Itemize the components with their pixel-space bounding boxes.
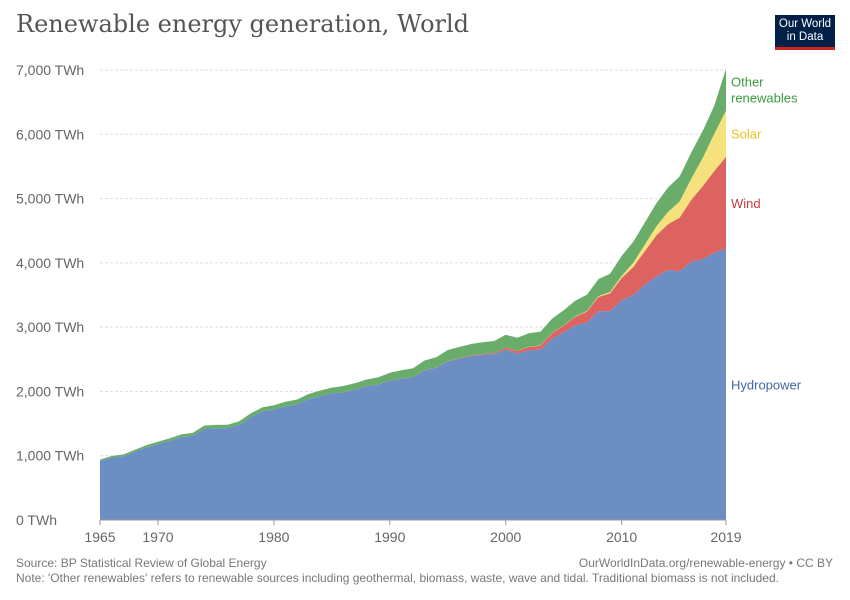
axes: 0 TWh 1,000 TWh 2,000 TWh 3,000 TWh 4,000 TW… (16, 62, 742, 545)
source-text: Source: BP Statistical Review of Global … (16, 556, 267, 570)
logo-line-1: Our World (778, 18, 832, 30)
x-tick-label: 2019 (710, 529, 741, 545)
url-license-link[interactable]: OurWorldInData.org/renewable-energy • CC… (578, 556, 833, 570)
area-wind[interactable] (100, 156, 726, 461)
x-tick-label: 1965 (84, 529, 115, 545)
logo-accent-bar (775, 47, 835, 50)
logo-line-2: in Data (786, 31, 824, 43)
series-label-hydropower[interactable]: Hydropower (731, 377, 802, 392)
y-tick-label: 6,000 TWh (16, 126, 84, 142)
series-label-wind[interactable]: Wind (731, 196, 761, 211)
y-tick-label: 4,000 TWh (16, 255, 84, 271)
x-tick-label: 2010 (606, 529, 637, 545)
owid-logo[interactable]: Our World in Data (775, 15, 835, 50)
y-tick-label: 5,000 TWh (16, 191, 84, 207)
series-label-other-renewables[interactable]: Other renewables (731, 75, 798, 106)
series-label-solar[interactable]: Solar (731, 127, 762, 142)
chart-title: Renewable energy generation, World (16, 10, 470, 38)
stacked-areas (100, 68, 726, 520)
y-tick-label: 2,000 TWh (16, 383, 84, 399)
note-text: Note: 'Other renewables' refers to renew… (16, 571, 779, 585)
x-tick-label: 1990 (374, 529, 405, 545)
series-labels: Hydropower Wind Solar Other renewables (731, 75, 802, 393)
x-tick-label: 1980 (258, 529, 289, 545)
x-tick-label: 1970 (142, 529, 173, 545)
y-tick-label: 7,000 TWh (16, 62, 84, 78)
y-tick-label: 3,000 TWh (16, 319, 84, 335)
y-tick-label: 0 TWh (16, 512, 57, 528)
area-hydropower[interactable] (100, 248, 726, 520)
y-tick-label: 1,000 TWh (16, 448, 84, 464)
x-tick-label: 2000 (490, 529, 521, 545)
